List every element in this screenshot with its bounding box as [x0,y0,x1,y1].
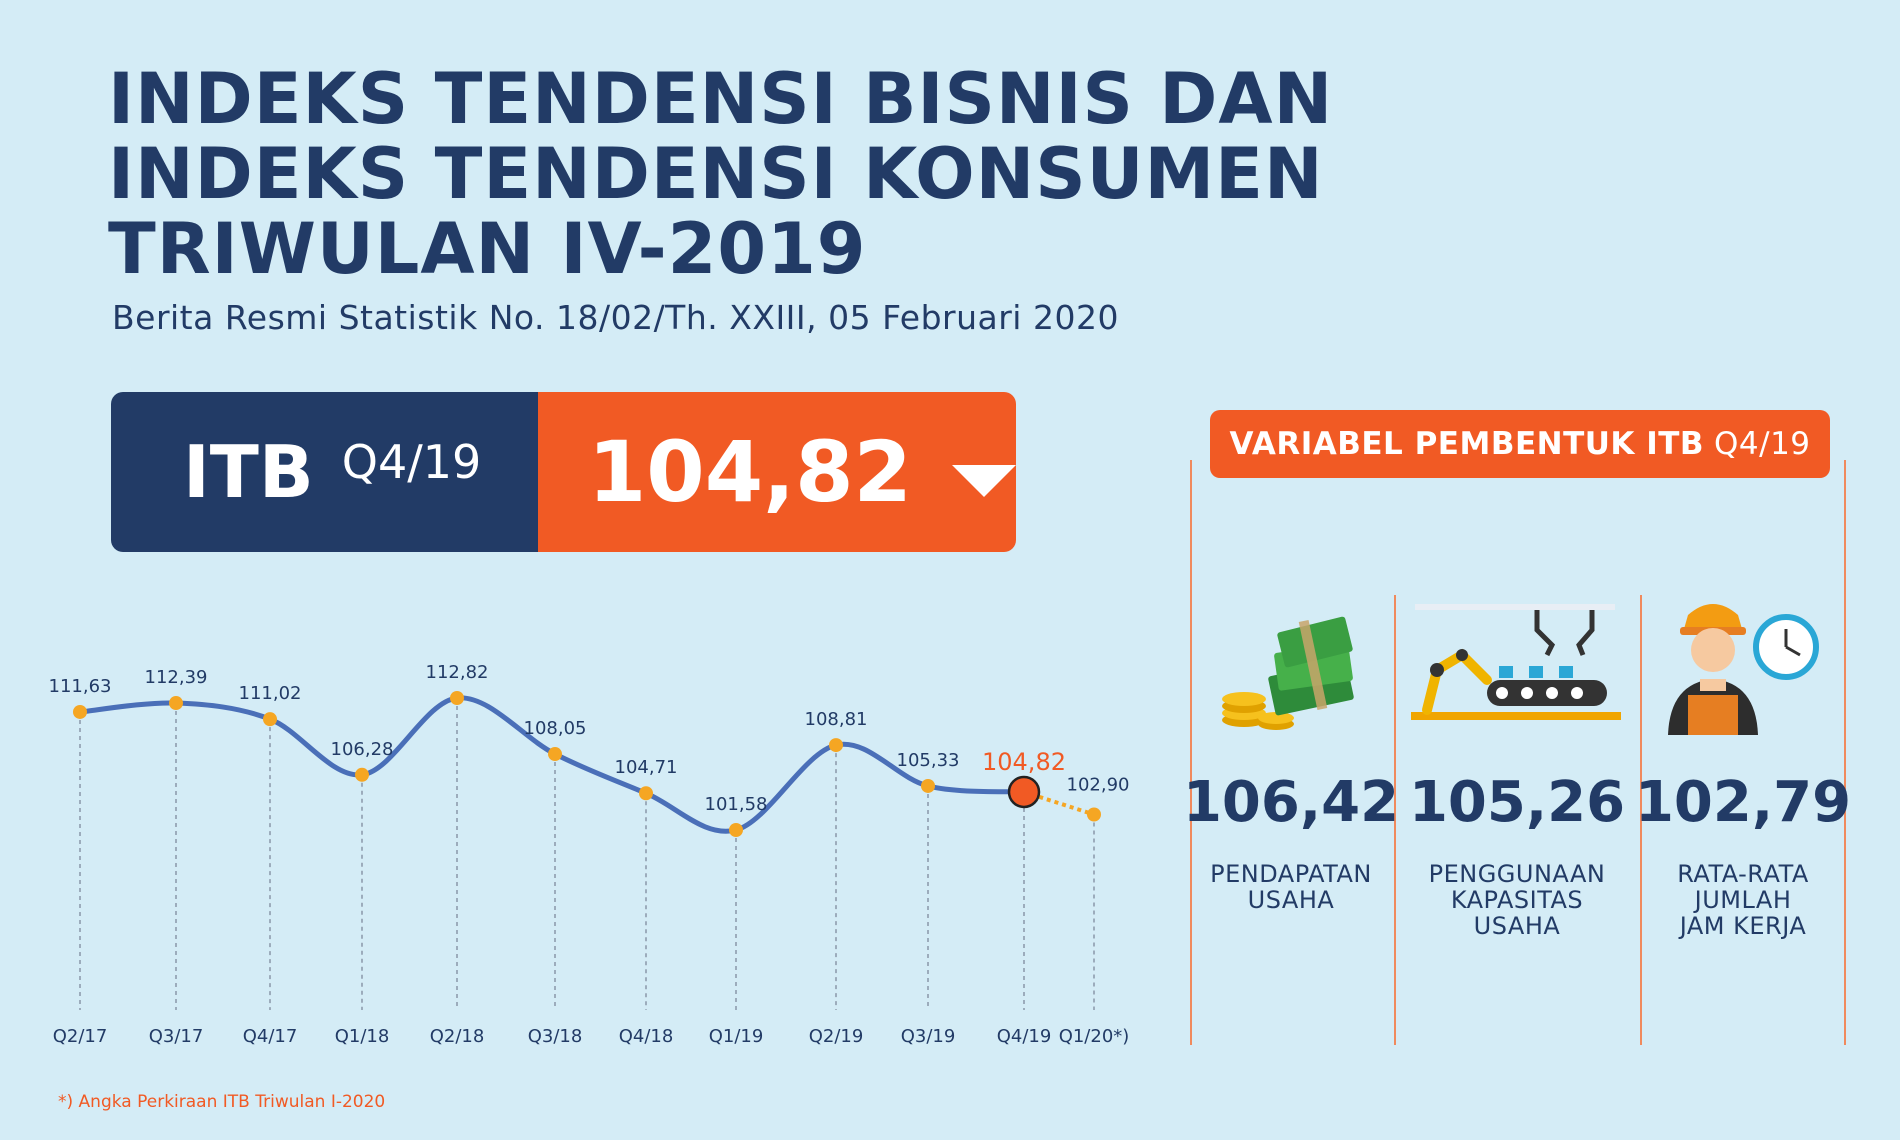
divider [1844,460,1846,1045]
data-point [548,747,562,762]
variable-value: 105,26 [1408,770,1626,835]
variables-heading-text: VARIABEL PEMBENTUK ITB [1229,426,1705,462]
data-label: 112,39 [145,667,208,688]
itb-period: Q4/19 [341,435,482,489]
x-tick-label: Q3/19 [901,1026,956,1047]
x-tick-label: Q2/18 [430,1026,485,1047]
itb-value-panel: 104,82 [537,392,1016,552]
money-icon [1176,590,1406,740]
x-tick-label: Q4/18 [619,1026,674,1047]
data-label: 105,33 [897,750,960,771]
variables-heading-period: Q4/19 [1714,426,1811,462]
data-point [829,738,843,753]
x-tick-label: Q1/20*) [1059,1026,1130,1047]
data-label: 104,82 [982,748,1066,776]
footnote: *) Angka Perkiraan ITB Triwulan I-2020 [58,1092,385,1112]
variable-label: RATA-RATA JUMLAH JAM KERJA [1677,860,1809,940]
x-tick-label: Q2/17 [53,1026,108,1047]
data-point [169,696,183,711]
x-tick-label: Q1/18 [335,1026,390,1047]
itb-line-chart: 111,63 112,39 111,02 106,28 112,82 108,05 104,… [49,662,1130,1047]
variable-label: PENGGUNAAN KAPASITAS USAHA [1428,860,1606,940]
divider [1640,595,1642,1045]
title-line: TRIWULAN IV-2019 [108,208,867,290]
data-point [639,786,653,801]
itb-label-panel: ITB Q4/19 [111,392,538,552]
x-tick-label: Q3/18 [528,1026,583,1047]
variable-label: PENDAPATAN USAHA [1210,860,1372,914]
page-title: INDEKS TENDENSI BISNIS DAN INDEKS TENDEN… [108,62,1333,287]
x-tick-label: Q4/17 [243,1026,298,1047]
data-label: 108,05 [524,718,587,739]
x-tick-label: Q4/19 [997,1026,1052,1047]
title-line: INDEKS TENDENSI KONSUMEN [108,133,1324,215]
data-label: 112,82 [426,662,489,683]
itb-value: 104,82 [587,423,912,521]
footnote-text: Angka Perkiraan ITB Triwulan I-2020 [73,1092,386,1112]
data-point [355,767,369,782]
down-triangle-icon [952,465,1016,497]
variable-jam-kerja: 102,79 RATA-RATA JUMLAH JAM KERJA [1628,590,1858,939]
variable-pendapatan-usaha: 106,42 PENDAPATAN USAHA [1176,590,1406,913]
variable-value: 102,79 [1634,770,1852,835]
itb-summary-box: ITB Q4/19 104,82 [111,392,1016,552]
data-label: 111,02 [239,683,302,704]
subtitle: Berita Resmi Statistik No. 18/02/Th. XXI… [112,298,1119,337]
x-tick-label: Q2/19 [809,1026,864,1047]
data-point [1087,807,1101,822]
data-label: 111,63 [49,676,112,697]
divider [1190,460,1192,1045]
factory-robot-icon [1402,590,1632,740]
data-label: 102,90 [1067,774,1130,795]
x-tick-label: Q3/17 [149,1026,204,1047]
variables-heading: VARIABEL PEMBENTUK ITB Q4/19 [1210,410,1830,478]
data-label: 101,58 [705,794,768,815]
data-point [73,704,87,719]
data-point [921,778,935,793]
data-label: 104,71 [615,757,678,778]
x-tick-label: Q1/19 [709,1026,764,1047]
data-point [263,712,277,727]
data-label: 108,81 [805,709,868,730]
itb-label: ITB [183,430,314,514]
worker-clock-icon [1628,590,1858,740]
data-point [450,691,464,705]
data-label: 106,28 [331,739,394,760]
divider [1394,595,1396,1045]
title-line: INDEKS TENDENSI BISNIS DAN [108,58,1334,140]
variable-penggunaan-kapasitas-usaha: 105,26 PENGGUNAAN KAPASITAS USAHA [1402,590,1632,939]
data-point-highlight [1007,775,1041,809]
footnote-mark: *) [58,1092,74,1112]
data-point [729,823,743,837]
variable-value: 106,42 [1182,770,1400,835]
